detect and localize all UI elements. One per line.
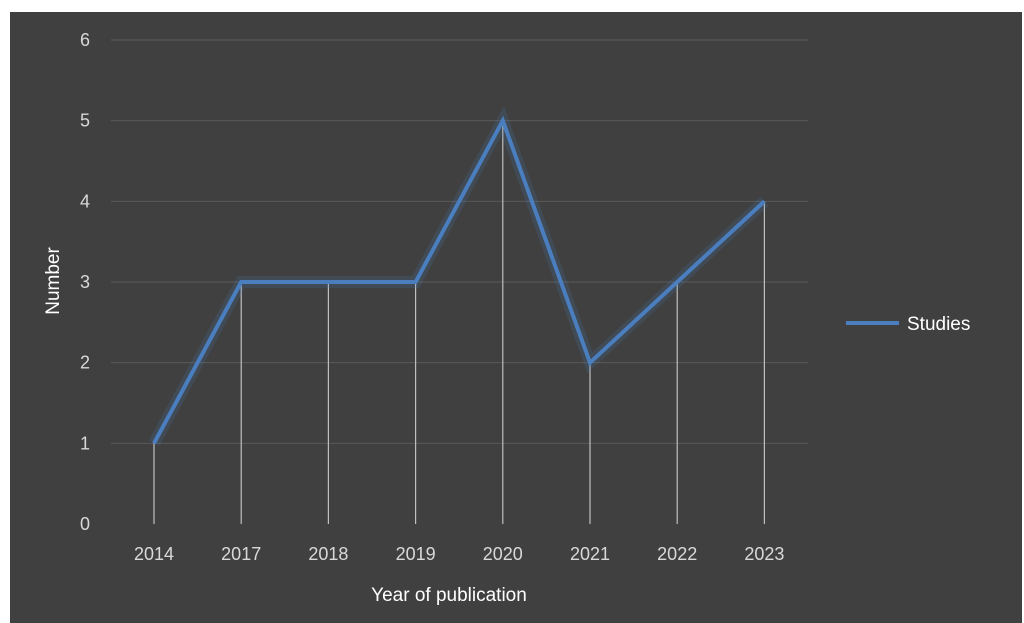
x-tick-label: 2019 — [396, 544, 436, 564]
x-tick-label: 2023 — [744, 544, 784, 564]
x-tick-label: 2020 — [483, 544, 523, 564]
y-tick-label: 1 — [80, 433, 90, 453]
x-tick-label: 2022 — [657, 544, 697, 564]
series-layer — [148, 106, 769, 447]
x-axis-title: Year of publication — [371, 585, 527, 606]
x-tick-label: 2018 — [308, 544, 348, 564]
chart-area — [10, 12, 1022, 623]
y-tick-label: 0 — [80, 514, 90, 534]
x-axis-ticks: 2014 2017 2018 2019 2020 2021 2022 2023 — [134, 544, 784, 564]
drop-lines — [153, 120, 766, 524]
y-tick-label: 3 — [80, 272, 90, 292]
y-tick-label: 4 — [80, 191, 90, 211]
series-line-studies — [152, 115, 766, 445]
y-axis-title: Number — [43, 247, 64, 315]
legend-label-studies: Studies — [907, 314, 970, 335]
x-tick-label: 2017 — [221, 544, 261, 564]
x-tick-label: 2014 — [134, 544, 174, 564]
legend: Studies — [846, 314, 970, 335]
y-tick-label: 2 — [80, 353, 90, 373]
x-tick-label: 2021 — [570, 544, 610, 564]
y-axis-ticks: 0 1 2 3 4 5 6 — [80, 30, 90, 534]
y-tick-label: 6 — [80, 30, 90, 50]
y-tick-label: 5 — [80, 111, 90, 131]
gridlines — [111, 39, 808, 444]
